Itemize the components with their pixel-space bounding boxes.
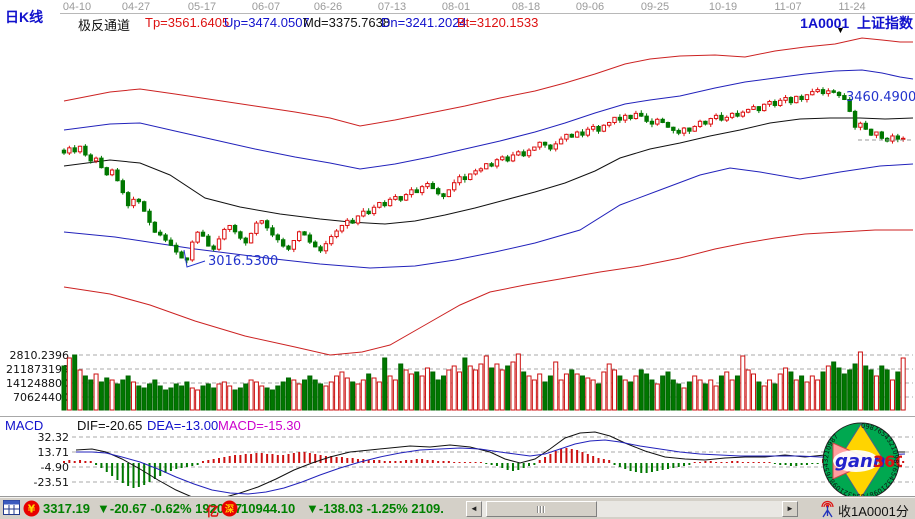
indicator-value: Bt=3120.1533 (457, 15, 539, 30)
symbol-name: 上证指数 (857, 15, 913, 31)
svg-text:70624400: 70624400 (13, 391, 69, 404)
svg-text:32.32: 32.32 (38, 431, 70, 444)
h-scrollbar[interactable]: ◄ ► (466, 501, 798, 517)
svg-text:13.71: 13.71 (38, 446, 70, 459)
symbol-label[interactable]: 1A0001 上证指数 (800, 13, 913, 33)
svg-text:深: 深 (225, 503, 234, 515)
date-label: 11-07 (774, 1, 802, 13)
scroll-left-button[interactable]: ◄ (466, 501, 482, 517)
svg-text:-4.90: -4.90 (41, 461, 69, 474)
sz-index-value: 10944.10 (241, 501, 296, 516)
sh-index-change: ▼-20.67 -0.62% 1920.77 (97, 501, 243, 516)
svg-text:211873199: 211873199 (6, 363, 69, 376)
symbol-code: 1A0001 (800, 15, 850, 31)
date-label: 06-07 (251, 1, 281, 13)
status-bar: ¥ 3317.19 ▼-20.67 -0.62% 1920.77 亿 深 109… (0, 497, 915, 519)
shenzhen-market-icon: 深 (221, 500, 238, 519)
svg-text:360: 360 (873, 452, 902, 471)
scroll-right-button[interactable]: ► (782, 501, 798, 517)
date-label: 09-06 (575, 1, 605, 13)
scroll-thumb-grip (537, 506, 546, 513)
date-label: 04-27 (121, 1, 151, 13)
svg-text:gann: gann (835, 451, 886, 472)
antenna-icon (820, 499, 835, 519)
svg-text:141248800: 141248800 (6, 377, 69, 390)
date-label: 08-01 (441, 1, 471, 13)
date-label: 07-13 (377, 1, 407, 13)
indicator-value: 极反通道 (78, 18, 131, 33)
svg-text:2810.2396: 2810.2396 (10, 349, 70, 362)
chart-period-label: 日K线 (5, 9, 44, 25)
date-label: 10-19 (708, 1, 738, 13)
header-divider (60, 13, 915, 14)
tick-view-label[interactable]: 收1A0001分笔 (838, 504, 909, 519)
date-label: 09-25 (640, 1, 670, 13)
indicator-value: Tp=3561.6405 (145, 15, 230, 30)
macd-value: MACD (5, 418, 44, 433)
grid-view-icon[interactable] (3, 500, 20, 518)
date-label: 04-10 (62, 1, 92, 13)
svg-text:-23.51: -23.51 (34, 476, 69, 489)
macd-value: MACD=-15.30 (218, 418, 301, 433)
svg-text:3016.5300: 3016.5300 (208, 254, 278, 269)
indicator-value: Up=3474.0507 (224, 15, 310, 30)
macd-value: DIF=-20.65 (77, 418, 143, 433)
date-label: 05-17 (187, 1, 217, 13)
sh-volume-unit: 亿 (206, 504, 220, 519)
svg-text:3460.4900: 3460.4900 (846, 90, 915, 105)
sz-index-change: ▼-138.03 -1.25% 2109. (306, 501, 444, 516)
shanghai-market-icon: ¥ (23, 500, 40, 519)
date-label: 08-18 (511, 1, 541, 13)
scroll-thumb[interactable] (486, 501, 597, 517)
sh-index-value: 3317.19 (43, 501, 90, 516)
symbol-dropdown-arrow[interactable]: ▼ (836, 25, 845, 35)
date-label: 06-26 (313, 1, 343, 13)
svg-text:¥: ¥ (28, 503, 36, 516)
date-label: 11-24 (838, 1, 866, 13)
gann360-logo: gann 360 0987654321098765432109876543210… (822, 422, 902, 500)
indicator-value: Dn=3241.2024 (381, 15, 467, 30)
indicator-value: Md=3375.7638 (303, 15, 391, 30)
macd-divider (0, 416, 915, 417)
macd-value: DEA=-13.00 (147, 418, 219, 433)
